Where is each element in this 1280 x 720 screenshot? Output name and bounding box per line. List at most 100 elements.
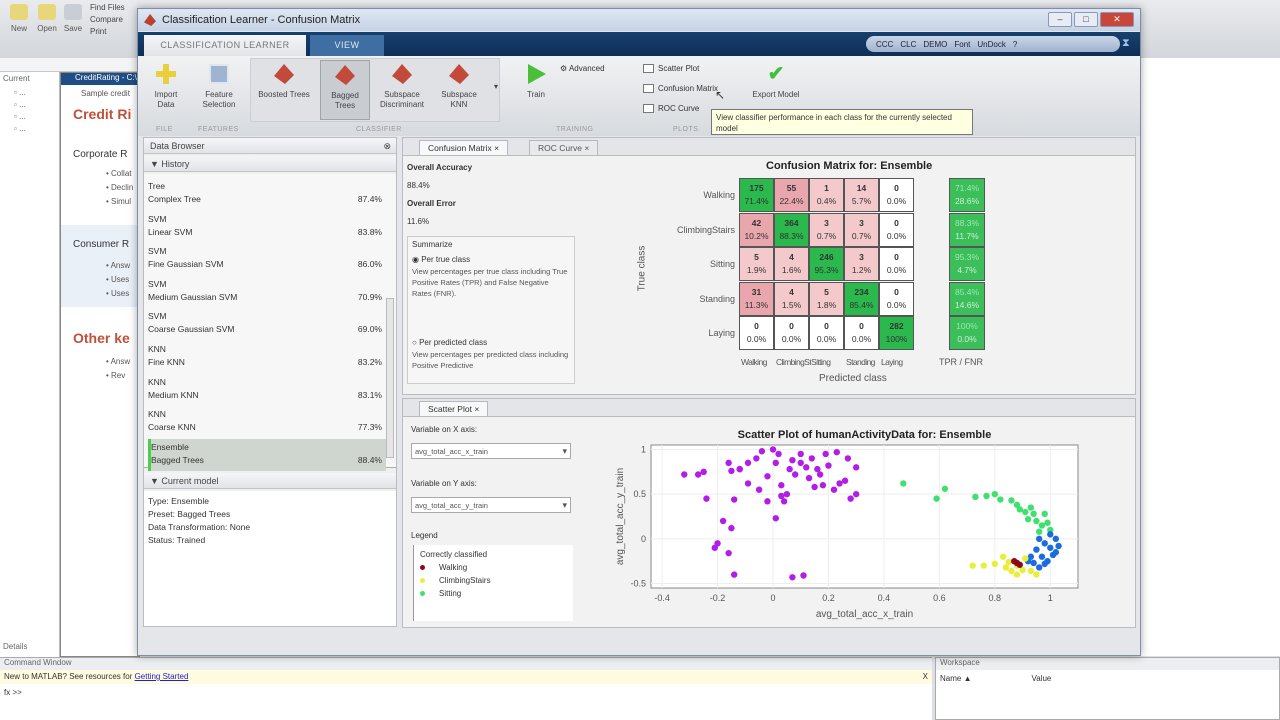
close-tab-icon[interactable]: × (494, 143, 500, 153)
close-tab-icon[interactable]: × (474, 404, 480, 414)
history-header[interactable]: ▼ History (144, 156, 396, 172)
history-item[interactable]: SVM Medium Gaussian SVM 70.9% (148, 276, 386, 308)
tab-scatter-plot[interactable]: Scatter Plot × (419, 401, 489, 416)
file-item[interactable]: ▫ ... (14, 124, 26, 133)
advanced-button[interactable]: ⚙ Advanced (560, 64, 605, 73)
close-message-button[interactable]: X (922, 672, 928, 681)
scatter-point (744, 459, 752, 467)
cm-cell[interactable]: 14 5.7% (844, 178, 879, 212)
cm-cell[interactable]: 55 22.4% (774, 178, 809, 212)
getting-started-link[interactable]: Getting Started (134, 672, 189, 681)
cm-cell[interactable]: 0 0.0% (879, 247, 914, 281)
history-item[interactable]: KNN Fine KNN 83.2% (148, 341, 386, 373)
cm-cell[interactable]: 4 1.5% (774, 281, 809, 316)
history-item[interactable]: Ensemble Bagged Trees 88.4% (148, 438, 386, 471)
subspace-knn-button[interactable]: Subspace KNN (432, 60, 486, 120)
ccc-button[interactable]: CCC (876, 39, 894, 49)
collapse-ribbon-icon[interactable]: ⧗ (1122, 37, 1130, 49)
save-button[interactable]: Save (60, 4, 86, 46)
cm-cell[interactable]: 4 1.6% (774, 247, 809, 281)
cm-cell[interactable]: 175 71.4% (739, 178, 774, 212)
command-prompt[interactable]: fx >> (4, 688, 22, 697)
export-model-button[interactable]: ✔ Export Model (752, 63, 800, 99)
cm-cell[interactable]: 42 10.2% (739, 212, 774, 247)
command-window[interactable]: Command Window New to MATLAB? See resour… (0, 657, 932, 720)
boosted-trees-button[interactable]: Boosted Trees (258, 60, 310, 120)
compare-link[interactable]: Compare (90, 15, 123, 24)
cm-cell[interactable]: 3 0.7% (809, 212, 844, 247)
history-item[interactable]: SVM Fine Gaussian SVM 86.0% (148, 243, 386, 275)
roc-curve-button[interactable]: ROC Curve (643, 104, 699, 113)
cm-cell[interactable]: 0 0.0% (844, 316, 879, 350)
close-tab-icon[interactable]: × (584, 143, 590, 153)
y-variable-dropdown[interactable]: avg_total_acc_y_train (411, 497, 571, 513)
cm-cell[interactable]: 0 0.0% (774, 316, 809, 350)
help-button[interactable]: ? (1012, 39, 1018, 49)
cm-cell[interactable]: 246 95.3% (809, 247, 844, 281)
cm-cell[interactable]: 364 88.3% (774, 212, 809, 247)
cm-cell[interactable]: 0 0.0% (809, 316, 844, 350)
open-button[interactable]: Open (34, 4, 60, 46)
per-predicted-class-radio[interactable]: ○ Per predicted class (412, 338, 488, 347)
confusion-matrix-button[interactable]: Confusion Matrix (643, 84, 718, 93)
cm-cell[interactable]: 5 1.8% (809, 281, 844, 316)
model-accuracy: 88.4% (357, 454, 382, 465)
undock-button[interactable]: UnDock (977, 39, 1006, 49)
history-item[interactable]: SVM Coarse Gaussian SVM 69.0% (148, 308, 386, 340)
cm-cell[interactable]: 0 0.0% (739, 316, 774, 350)
model-name: Coarse Gaussian SVM (148, 324, 235, 335)
cm-cell[interactable]: 5 1.9% (739, 247, 774, 281)
history-item[interactable]: SVM Linear SVM 83.8% (148, 211, 386, 243)
file-item[interactable]: ▫ ... (14, 88, 26, 97)
per-true-class-radio[interactable]: ◉ Per true class (412, 255, 471, 264)
tab-confusion-matrix[interactable]: Confusion Matrix × (419, 140, 509, 155)
cm-cell[interactable]: 0 0.0% (879, 281, 914, 316)
print-link[interactable]: Print (90, 27, 107, 36)
cm-cell[interactable]: 3 1.2% (844, 247, 879, 281)
tab-roc-curve[interactable]: ROC Curve × (529, 140, 599, 155)
close-button[interactable]: ✕ (1100, 12, 1134, 27)
new-button[interactable]: New (6, 4, 32, 46)
cm-cell[interactable]: 3 0.7% (844, 212, 879, 247)
history-item[interactable]: KNN Medium KNN 83.1% (148, 374, 386, 406)
close-panel-icon[interactable]: ⊗ (383, 141, 391, 151)
scatter-point (753, 455, 760, 462)
cm-cell[interactable]: 0 0.0% (879, 178, 914, 212)
scatter-point (1055, 542, 1062, 550)
value-column[interactable]: Value (1031, 674, 1052, 683)
name-column[interactable]: Name ▲ (940, 674, 972, 683)
demo-button[interactable]: DEMO (923, 39, 948, 49)
maximize-button[interactable]: □ (1074, 12, 1098, 27)
history-scrollbar[interactable] (386, 178, 394, 464)
tab-classification-learner[interactable]: CLASSIFICATION LEARNER (144, 35, 306, 56)
history-item[interactable]: KNN Coarse KNN 77.3% (148, 406, 386, 438)
find-files-link[interactable]: Find Files (90, 3, 125, 12)
editor-tab[interactable]: CreditRating - C:\ (61, 73, 139, 85)
train-button[interactable]: Train (518, 60, 554, 120)
scatter-point (681, 471, 688, 478)
scatter-point (703, 495, 710, 502)
import-data-button[interactable]: Import Data (146, 60, 186, 120)
x-variable-dropdown[interactable]: avg_total_acc_x_train (411, 443, 571, 459)
cm-cell[interactable]: 234 85.4% (844, 281, 879, 316)
scatter-point (852, 490, 860, 498)
minimize-button[interactable]: – (1048, 12, 1072, 27)
current-model-header[interactable]: ▼ Current model (144, 473, 396, 489)
cm-cell[interactable]: 1 0.4% (809, 178, 844, 212)
cm-cell[interactable]: 0 0.0% (879, 212, 914, 247)
history-item[interactable]: Tree Complex Tree 87.4% (148, 178, 386, 210)
subspace-discriminant-button[interactable]: Subspace Discriminant (374, 60, 430, 120)
font-button[interactable]: Font (954, 39, 971, 49)
scatter-point (758, 448, 766, 455)
gallery-expand-button[interactable]: ▾ (493, 82, 498, 91)
scatter-plot-button[interactable]: Scatter Plot (643, 64, 699, 73)
file-item[interactable]: ▫ ... (14, 112, 26, 121)
scatter-point (991, 490, 999, 498)
file-item[interactable]: ▫ ... (14, 100, 26, 109)
tab-view[interactable]: VIEW (310, 35, 384, 56)
clc-button[interactable]: CLC (900, 39, 917, 49)
cm-cell[interactable]: 282 100% (879, 316, 914, 350)
cm-cell[interactable]: 31 11.3% (739, 281, 774, 316)
feature-selection-button[interactable]: Feature Selection (196, 60, 242, 120)
bagged-trees-button[interactable]: Bagged Trees (320, 60, 370, 120)
